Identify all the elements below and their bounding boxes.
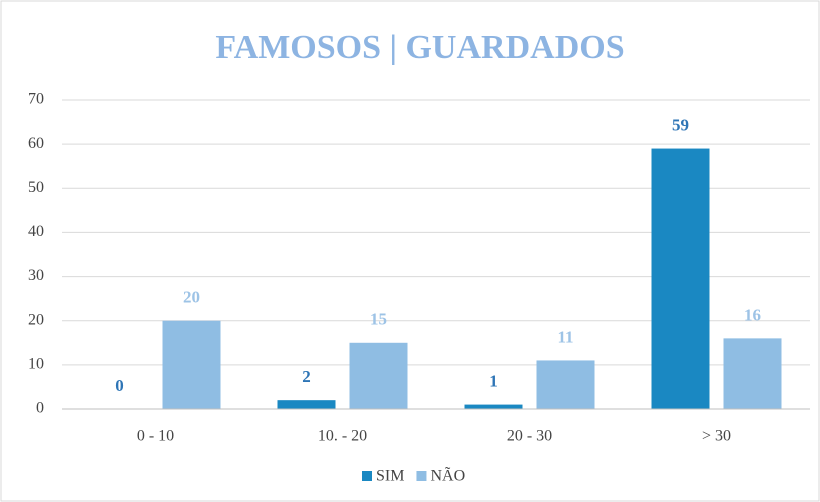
y-tick-label: 30 [28,267,44,284]
data-label: 0 [115,376,124,395]
x-tick-label: > 30 [702,428,731,445]
data-label: 2 [302,367,311,386]
x-tick-label: 0 - 10 [137,428,174,445]
data-label: 15 [370,310,387,329]
y-tick-label: 60 [28,135,44,152]
data-label: 16 [744,305,761,324]
data-label: 11 [557,327,573,346]
y-tick-label: 70 [28,91,44,108]
bar [723,338,782,409]
data-label: 59 [672,115,689,134]
legend-swatch [416,471,427,481]
x-tick-label: 20 - 30 [507,428,552,445]
y-tick-label: 0 [36,400,44,417]
bar [464,404,523,409]
y-tick-label: 50 [28,179,44,196]
legend-swatch [362,471,372,481]
legend-label: SIM [376,468,404,485]
bar [651,148,710,410]
y-tick-label: 20 [28,311,44,328]
bar [349,342,408,409]
data-label: 20 [183,288,200,307]
chart-title: FAMOSOS | GUARDADOS [215,29,624,66]
bar [162,320,221,409]
bar [277,400,336,409]
y-tick-label: 10 [28,356,44,373]
x-tick-label: 10. - 20 [318,428,367,445]
data-label: 1 [489,371,498,390]
legend-label: NÃO [430,467,465,485]
y-tick-label: 40 [28,223,44,240]
bar [536,360,595,409]
